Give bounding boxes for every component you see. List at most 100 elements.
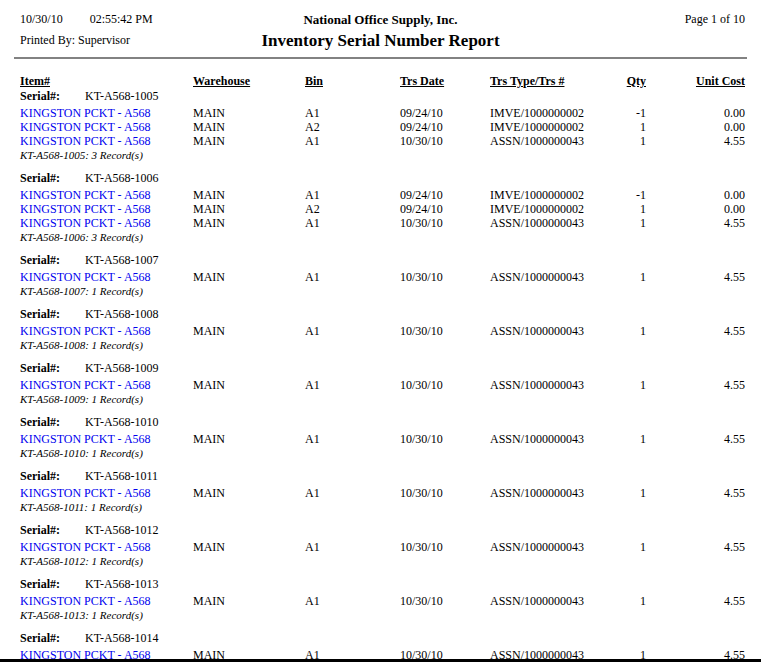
qty-cell: -1: [620, 106, 646, 120]
trs-type-cell: IMVE/1000000002: [490, 188, 620, 202]
column-header-item: Item#: [20, 74, 193, 88]
group-record-count: KT-A568-1011: 1 Record(s): [0, 500, 761, 514]
report-header: 10/30/1002:55:42 PM Printed By: Supervis…: [0, 0, 761, 57]
serial-number: KT-A568-1009: [85, 361, 159, 375]
warehouse-cell: MAIN: [193, 134, 305, 148]
item-link[interactable]: KINGSTON PCKT - A568: [20, 202, 193, 216]
warehouse-cell: MAIN: [193, 378, 305, 392]
trs-type-cell: ASSN/1000000043: [490, 134, 620, 148]
header-divider: [14, 57, 747, 59]
serial-group: Serial#:KT-A568-1010KINGSTON PCKT - A568…: [0, 415, 761, 460]
table-row: KINGSTON PCKT - A568MAINA109/24/10IMVE/1…: [0, 106, 761, 120]
serial-number: KT-A568-1010: [85, 415, 159, 429]
trs-type-cell: ASSN/1000000043: [490, 594, 620, 608]
item-link[interactable]: KINGSTON PCKT - A568: [20, 106, 193, 120]
bin-cell: A1: [305, 270, 400, 284]
bin-cell: A1: [305, 486, 400, 500]
item-link[interactable]: KINGSTON PCKT - A568: [20, 540, 193, 554]
column-header-warehouse: Warehouse: [193, 74, 305, 88]
serial-number: KT-A568-1012: [85, 523, 159, 537]
item-link[interactable]: KINGSTON PCKT - A568: [20, 378, 193, 392]
unit-cost-cell: 0.00: [646, 106, 745, 120]
qty-cell: 1: [620, 324, 646, 338]
qty-cell: 1: [620, 134, 646, 148]
warehouse-cell: MAIN: [193, 202, 305, 216]
unit-cost-cell: 0.00: [646, 188, 745, 202]
trs-type-cell: ASSN/1000000043: [490, 540, 620, 554]
serial-number: KT-A568-1008: [85, 307, 159, 321]
table-row: KINGSTON PCKT - A568MAINA109/24/10IMVE/1…: [0, 188, 761, 202]
unit-cost-cell: 4.55: [646, 324, 745, 338]
bin-cell: A1: [305, 324, 400, 338]
group-record-count: KT-A568-1005: 3 Record(s): [0, 148, 761, 162]
warehouse-cell: MAIN: [193, 120, 305, 134]
unit-cost-cell: 0.00: [646, 120, 745, 134]
serial-line: Serial#:KT-A568-1011: [0, 469, 761, 483]
unit-cost-cell: 4.55: [646, 486, 745, 500]
column-header-bin: Bin: [305, 74, 400, 88]
item-link[interactable]: KINGSTON PCKT - A568: [20, 120, 193, 134]
serial-label: Serial#:: [20, 631, 85, 645]
serial-number: KT-A568-1005: [85, 89, 159, 103]
table-row: KINGSTON PCKT - A568MAINA110/30/10ASSN/1…: [0, 486, 761, 500]
serial-label: Serial#:: [20, 253, 85, 267]
serial-label: Serial#:: [20, 577, 85, 591]
serial-group: Serial#:KT-A568-1014KINGSTON PCKT - A568…: [0, 631, 761, 662]
group-record-count: KT-A568-1008: 1 Record(s): [0, 338, 761, 352]
trs-date-cell: 09/24/10: [400, 106, 490, 120]
serial-line: Serial#:KT-A568-1005: [0, 89, 761, 103]
serial-line: Serial#:KT-A568-1012: [0, 523, 761, 537]
table-row: KINGSTON PCKT - A568MAINA110/30/10ASSN/1…: [0, 270, 761, 284]
table-row: KINGSTON PCKT - A568MAINA110/30/10ASSN/1…: [0, 594, 761, 608]
serial-label: Serial#:: [20, 171, 85, 185]
trs-type-cell: IMVE/1000000002: [490, 120, 620, 134]
item-link[interactable]: KINGSTON PCKT - A568: [20, 270, 193, 284]
serial-group: Serial#:KT-A568-1005 KINGSTON PCKT - A568…: [0, 89, 761, 162]
group-record-count: KT-A568-1010: 1 Record(s): [0, 446, 761, 460]
trs-date-cell: 10/30/10: [400, 378, 490, 392]
warehouse-cell: MAIN: [193, 486, 305, 500]
trs-date-cell: 10/30/10: [400, 486, 490, 500]
item-link[interactable]: KINGSTON PCKT - A568: [20, 216, 193, 230]
report-page: 10/30/1002:55:42 PM Printed By: Supervis…: [0, 0, 761, 664]
warehouse-cell: MAIN: [193, 432, 305, 446]
header-center: National Office Supply, Inc. Inventory S…: [0, 12, 761, 51]
unit-cost-cell: 4.55: [646, 270, 745, 284]
item-link[interactable]: KINGSTON PCKT - A568: [20, 134, 193, 148]
table-row: KINGSTON PCKT - A568MAINA209/24/10IMVE/1…: [0, 202, 761, 216]
trs-date-cell: 10/30/10: [400, 270, 490, 284]
group-record-count: KT-A568-1006: 3 Record(s): [0, 230, 761, 244]
unit-cost-cell: 4.55: [646, 432, 745, 446]
unit-cost-cell: 0.00: [646, 202, 745, 216]
serial-label: Serial#:: [20, 523, 85, 537]
item-link[interactable]: KINGSTON PCKT - A568: [20, 486, 193, 500]
table-row: KINGSTON PCKT - A568MAINA110/30/10ASSN/1…: [0, 134, 761, 148]
serial-number: KT-A568-1013: [85, 577, 159, 591]
serial-label: Serial#:: [20, 89, 85, 103]
warehouse-cell: MAIN: [193, 188, 305, 202]
qty-cell: 1: [620, 120, 646, 134]
trs-type-cell: IMVE/1000000002: [490, 106, 620, 120]
trs-type-cell: ASSN/1000000043: [490, 432, 620, 446]
trs-date-cell: 10/30/10: [400, 216, 490, 230]
unit-cost-cell: 4.55: [646, 216, 745, 230]
bin-cell: A1: [305, 188, 400, 202]
trs-date-cell: 10/30/10: [400, 134, 490, 148]
column-header-qty: Qty: [620, 74, 646, 88]
serial-label: Serial#:: [20, 307, 85, 321]
item-link[interactable]: KINGSTON PCKT - A568: [20, 188, 193, 202]
serial-number: KT-A568-1007: [85, 253, 159, 267]
item-link[interactable]: KINGSTON PCKT - A568: [20, 432, 193, 446]
serial-number: KT-A568-1011: [85, 469, 158, 483]
warehouse-cell: MAIN: [193, 106, 305, 120]
serial-line: Serial#:KT-A568-1014: [0, 631, 761, 645]
trs-date-cell: 09/24/10: [400, 188, 490, 202]
column-header-trs-date: Trs Date: [400, 74, 490, 88]
table-row: KINGSTON PCKT - A568MAINA110/30/10ASSN/1…: [0, 378, 761, 392]
bin-cell: A2: [305, 202, 400, 216]
report-title: Inventory Serial Number Report: [0, 31, 761, 51]
serial-group: Serial#:KT-A568-1013 KINGSTON PCKT - A568…: [0, 577, 761, 622]
item-link[interactable]: KINGSTON PCKT - A568: [20, 324, 193, 338]
item-link[interactable]: KINGSTON PCKT - A568: [20, 594, 193, 608]
warehouse-cell: MAIN: [193, 270, 305, 284]
